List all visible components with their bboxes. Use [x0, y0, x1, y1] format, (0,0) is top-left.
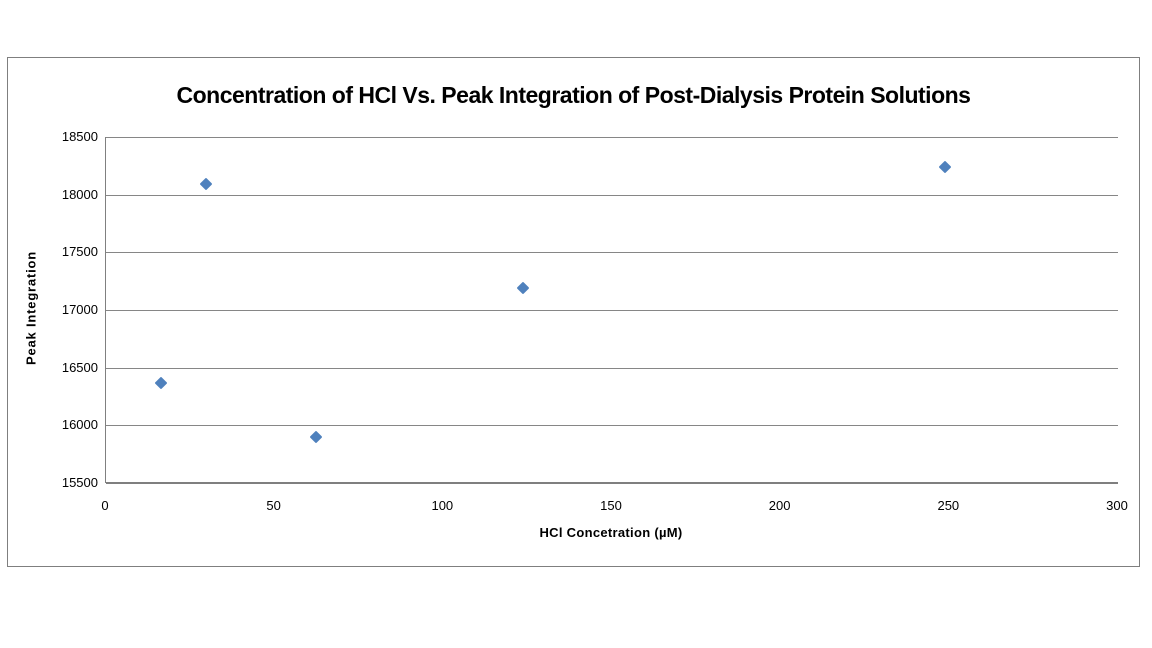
x-axis-line: [106, 482, 1118, 484]
x-tick-label: 250: [937, 498, 960, 513]
gridline: [106, 137, 1118, 138]
x-tick-label: 50: [266, 498, 281, 513]
gridline: [106, 367, 1118, 369]
y-tick-label: 15500: [61, 475, 98, 490]
x-tick-label: 200: [768, 498, 791, 513]
y-tick-label: 18500: [61, 129, 98, 144]
gridline: [106, 425, 1118, 427]
gridline: [106, 310, 1118, 311]
chart-frame: Concentration of HCl Vs. Peak Integratio…: [7, 57, 1140, 567]
plot-area: [105, 137, 1118, 484]
x-tick-label: 100: [431, 498, 454, 513]
gridline: [106, 252, 1118, 254]
x-tick-label: 150: [600, 498, 622, 513]
chart-title: Concentration of HCl Vs. Peak Integratio…: [176, 82, 971, 108]
y-tick-label: 17000: [61, 302, 98, 317]
x-tick-label: 300: [1106, 498, 1128, 513]
y-tick-label: 16500: [61, 359, 98, 375]
y-tick-label: 16000: [61, 417, 98, 433]
x-axis-title: HCl Concetration (µM): [539, 525, 683, 540]
y-tick-label: 18000: [61, 186, 98, 202]
x-tick-label: 0: [101, 498, 109, 513]
y-tick-label: 17500: [61, 244, 98, 260]
gridline: [106, 194, 1118, 196]
